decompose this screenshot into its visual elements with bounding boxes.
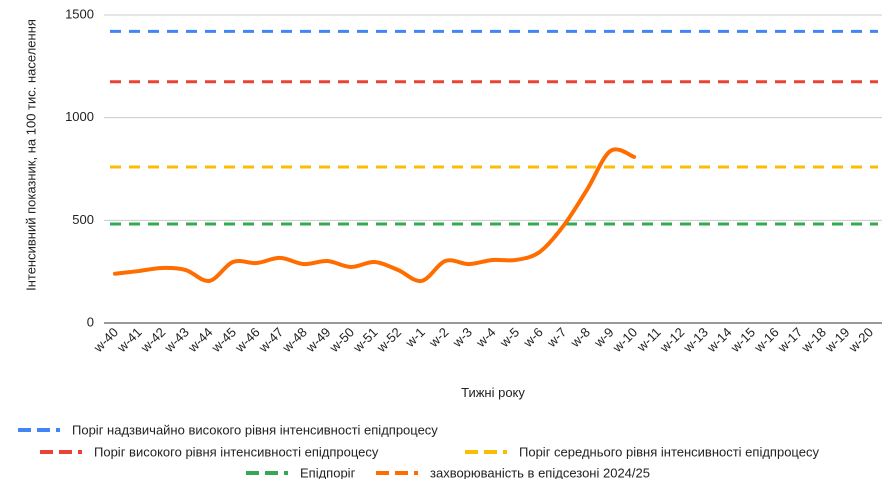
x-tick-label: w-42 [137,325,168,356]
x-tick-label: w-43 [161,325,192,356]
x-tick-label: w-13 [680,325,711,356]
x-tick-label: w-45 [208,325,239,356]
x-tick-label: w-17 [774,325,805,356]
y-tick-label: 500 [72,212,94,227]
legend-label: Поріг високого рівня інтенсивності епідп… [94,444,379,459]
x-tick-label: w-6 [520,325,546,351]
x-tick-label: w-3 [449,325,475,351]
legend-label: Поріг надзвичайно високого рівня інтенси… [72,422,438,437]
x-tick-label: w-50 [326,325,357,356]
y-axis-title: Інтенсивний показник, на 100 тис. населе… [23,19,38,291]
y-tick-label: 1000 [65,109,94,124]
x-tick-label: w-44 [184,325,215,356]
legend-label: захворюваність в епідсезоні 2024/25 [430,465,650,479]
x-tick-label: w-11 [633,325,664,356]
x-axis-title: Тижні року [461,385,525,400]
x-tick-label: w-19 [821,325,852,356]
legend-label: Поріг середнього рівня інтенсивності епі… [519,444,819,459]
x-tick-label: w-18 [798,325,829,356]
x-tick-label: w-2 [425,325,451,351]
x-tick-label: w-41 [113,325,144,356]
x-tick-label: w-51 [349,325,380,356]
x-tick-label: w-10 [609,325,640,356]
x-tick-label: w-48 [279,325,310,356]
x-tick-label: w-15 [727,325,758,356]
x-tick-label: w-4 [472,325,498,351]
x-tick-label: w-12 [656,325,687,356]
series-line [113,147,637,283]
x-tick-label: w-49 [302,325,333,356]
x-tick-label: w-47 [255,325,286,356]
x-tick-label: w-46 [231,325,262,356]
x-tick-label: w-40 [90,325,121,356]
y-tick-label: 1500 [65,6,94,21]
x-tick-label: w-7 [543,325,569,351]
y-tick-label: 0 [87,314,94,329]
x-tick-label: w-16 [751,325,782,356]
x-tick-label: w-5 [496,325,522,351]
legend-label: Епідпоріг [300,465,356,479]
x-tick-label: w-14 [703,325,734,356]
x-tick-label: w-20 [845,325,876,356]
x-tick-label: w-8 [567,325,593,351]
x-tick-label: w-1 [402,325,428,351]
x-tick-label: w-52 [373,325,404,356]
